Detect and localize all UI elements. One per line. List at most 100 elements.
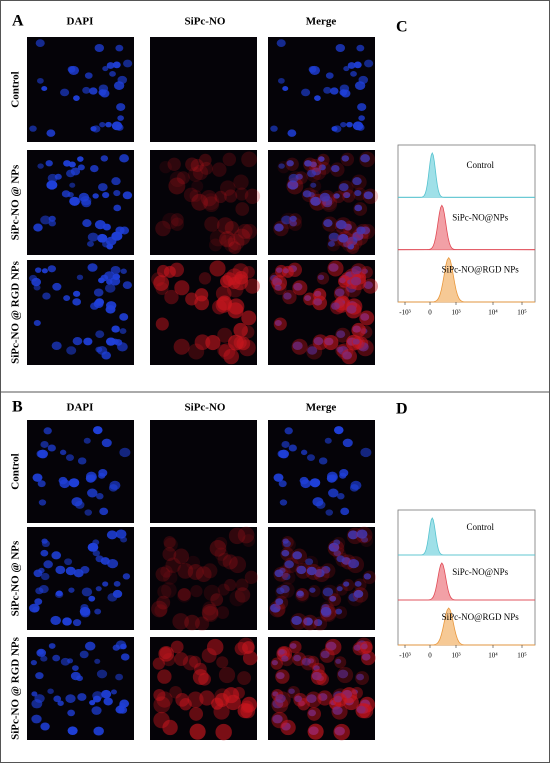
- cytoplasm-signal: [244, 278, 260, 294]
- nucleus: [270, 125, 278, 132]
- nucleus: [275, 598, 284, 605]
- nucleus: [76, 274, 84, 281]
- cytoplasm-signal: [176, 588, 192, 603]
- nucleus: [106, 62, 115, 69]
- cytoplasm-signal: [242, 266, 255, 279]
- nucleus: [346, 121, 353, 128]
- cytoplasm-signal: [177, 562, 194, 579]
- nucleus: [309, 478, 321, 488]
- nucleus: [46, 129, 56, 137]
- cytoplasm-signal: [316, 272, 330, 285]
- cytoplasm-signal: [233, 322, 248, 338]
- nucleus: [115, 226, 125, 235]
- cytoplasm-signal: [233, 336, 247, 350]
- nucleus: [107, 558, 119, 569]
- nucleus: [115, 673, 124, 681]
- histogram-peak: [397, 204, 536, 251]
- cytoplasm-signal: [179, 698, 192, 711]
- cytoplasm-signal: [164, 289, 179, 305]
- cytoplasm-signal: [308, 158, 322, 173]
- nucleus: [292, 341, 303, 351]
- cytoplasm-signal: [291, 338, 308, 355]
- micrograph: [150, 526, 259, 631]
- cytoplasm-signal: [234, 587, 251, 603]
- nucleus: [335, 608, 343, 615]
- nucleus: [109, 480, 121, 491]
- nucleus: [353, 61, 362, 69]
- cytoplasm-signal: [201, 604, 219, 621]
- cytoplasm-signal: [170, 217, 184, 231]
- nucleus: [286, 160, 294, 167]
- cytoplasm-signal: [153, 711, 170, 729]
- micrograph: [27, 527, 134, 630]
- micrograph: [150, 37, 257, 142]
- nucleus: [278, 480, 287, 488]
- cytoplasm-signal: [353, 187, 367, 201]
- cytoplasm-signal: [306, 166, 322, 182]
- nucleus: [110, 689, 117, 695]
- nucleus: [356, 673, 365, 681]
- cytoplasm-signal: [214, 547, 228, 561]
- nucleus: [319, 192, 331, 202]
- cytoplasm-signal: [285, 157, 299, 171]
- cytoplasm-signal: [295, 562, 312, 579]
- nucleus: [274, 569, 284, 578]
- nucleus: [87, 263, 98, 272]
- histogram-peak: [397, 152, 536, 198]
- nucleus: [34, 598, 43, 605]
- nucleus: [331, 164, 340, 173]
- nucleus: [40, 572, 50, 581]
- nucleus: [308, 66, 317, 73]
- nucleus: [67, 66, 76, 73]
- nucleus: [328, 488, 339, 498]
- cytoplasm-signal: [283, 557, 299, 574]
- nucleus: [119, 699, 130, 708]
- nucleus: [61, 190, 71, 198]
- cytoplasm-signal: [156, 595, 171, 610]
- cytoplasm-signal: [216, 656, 229, 669]
- nucleus: [96, 493, 104, 500]
- cytoplasm-signal: [351, 336, 365, 350]
- cytoplasm-signal: [199, 161, 213, 175]
- nucleus: [360, 447, 372, 458]
- nucleus: [29, 125, 37, 132]
- cytoplasm-signal: [306, 343, 323, 360]
- cytoplasm-signal: [341, 348, 357, 365]
- nucleus: [296, 590, 304, 597]
- cytoplasm-signal: [274, 691, 291, 708]
- nucleus: [48, 215, 56, 222]
- cytoplasm-signal: [174, 652, 189, 666]
- cytoplasm-signal: [214, 536, 228, 550]
- nucleus: [92, 426, 103, 435]
- cytoplasm-signal: [159, 646, 172, 660]
- micrograph: [27, 150, 134, 255]
- cytoplasm-signal: [199, 153, 212, 167]
- nucleus: [276, 39, 286, 48]
- cytoplasm-signal: [229, 556, 247, 574]
- nucleus: [45, 160, 53, 167]
- nucleus: [42, 292, 51, 300]
- nucleus: [296, 565, 307, 575]
- cytoplasm-signal: [162, 653, 176, 667]
- cytoplasm-signal: [235, 578, 249, 592]
- histogram-peak: [397, 517, 536, 556]
- cytoplasm-signal: [342, 189, 356, 203]
- cytoplasm-signal: [188, 166, 204, 182]
- cytoplasm-signal: [294, 171, 308, 185]
- tick-label: 0: [428, 652, 432, 660]
- nucleus: [94, 608, 102, 615]
- nucleus: [274, 223, 284, 232]
- nucleus: [361, 268, 368, 274]
- nucleus: [350, 480, 362, 491]
- cytoplasm-signal: [312, 616, 328, 631]
- nucleus: [353, 589, 364, 598]
- cytoplasm-signal: [332, 536, 346, 550]
- nucleus: [281, 655, 289, 662]
- nucleus: [304, 160, 312, 167]
- cytoplasm-signal: [192, 669, 209, 685]
- nucleus: [318, 457, 328, 465]
- tick-label: 10³: [451, 309, 460, 317]
- nucleus: [66, 346, 77, 355]
- cytoplasm-signal: [334, 656, 347, 669]
- cytoplasm-signal: [327, 539, 345, 557]
